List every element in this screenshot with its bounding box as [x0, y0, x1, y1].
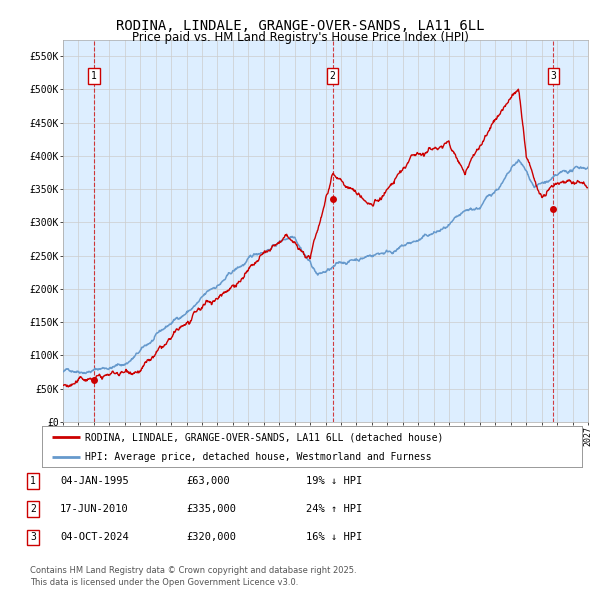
Text: Contains HM Land Registry data © Crown copyright and database right 2025.
This d: Contains HM Land Registry data © Crown c… [30, 566, 356, 587]
Text: 3: 3 [550, 71, 556, 81]
Text: 1: 1 [91, 71, 97, 81]
Text: 2: 2 [329, 71, 335, 81]
Text: £320,000: £320,000 [186, 533, 236, 542]
Text: Price paid vs. HM Land Registry's House Price Index (HPI): Price paid vs. HM Land Registry's House … [131, 31, 469, 44]
Text: 24% ↑ HPI: 24% ↑ HPI [306, 504, 362, 514]
Text: 19% ↓ HPI: 19% ↓ HPI [306, 476, 362, 486]
Text: 1: 1 [30, 476, 36, 486]
Text: 3: 3 [30, 533, 36, 542]
Text: 04-OCT-2024: 04-OCT-2024 [60, 533, 129, 542]
Text: £335,000: £335,000 [186, 504, 236, 514]
Text: HPI: Average price, detached house, Westmorland and Furness: HPI: Average price, detached house, West… [85, 452, 432, 462]
Text: RODINA, LINDALE, GRANGE-OVER-SANDS, LA11 6LL: RODINA, LINDALE, GRANGE-OVER-SANDS, LA11… [116, 19, 484, 33]
Text: 16% ↓ HPI: 16% ↓ HPI [306, 533, 362, 542]
Text: 04-JAN-1995: 04-JAN-1995 [60, 476, 129, 486]
Text: 2: 2 [30, 504, 36, 514]
Text: RODINA, LINDALE, GRANGE-OVER-SANDS, LA11 6LL (detached house): RODINA, LINDALE, GRANGE-OVER-SANDS, LA11… [85, 432, 443, 442]
Text: £63,000: £63,000 [186, 476, 230, 486]
Text: 17-JUN-2010: 17-JUN-2010 [60, 504, 129, 514]
